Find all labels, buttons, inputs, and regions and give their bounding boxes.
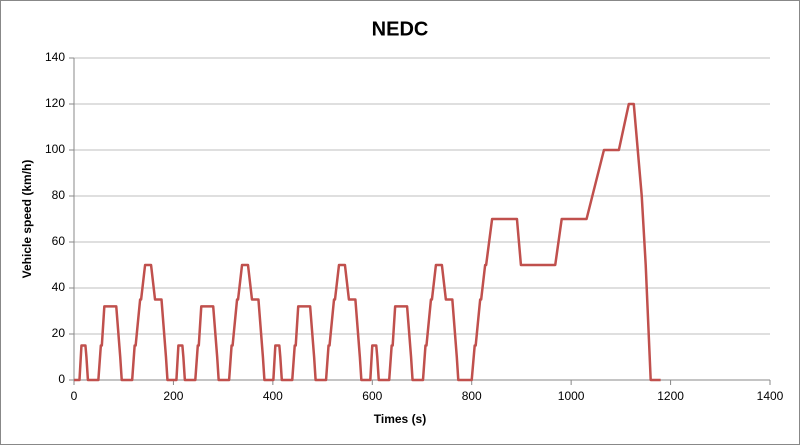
y-tick-label: 80 [52, 188, 66, 202]
chart-title: NEDC [372, 18, 429, 40]
x-tick-label: 1200 [657, 389, 684, 403]
x-tick-label: 400 [263, 389, 283, 403]
x-axis-label: Times (s) [374, 412, 426, 426]
x-tick-label: 1000 [558, 389, 585, 403]
y-tick-label: 60 [52, 234, 66, 248]
y-tick-label: 120 [45, 96, 65, 110]
x-tick-label: 200 [163, 389, 183, 403]
x-tick-label: 0 [71, 389, 78, 403]
y-tick-label: 140 [45, 50, 65, 64]
x-tick-label: 1400 [757, 389, 784, 403]
x-tick-label: 800 [462, 389, 482, 403]
y-tick-label: 0 [58, 372, 65, 386]
y-tick-label: 20 [52, 326, 66, 340]
data-line [74, 102, 661, 382]
x-tick-label: 600 [362, 389, 382, 403]
y-tick-label: 40 [52, 280, 66, 294]
y-axis-label: Vehicle speed (km/h) [20, 160, 34, 279]
y-tick-label: 100 [45, 142, 65, 156]
